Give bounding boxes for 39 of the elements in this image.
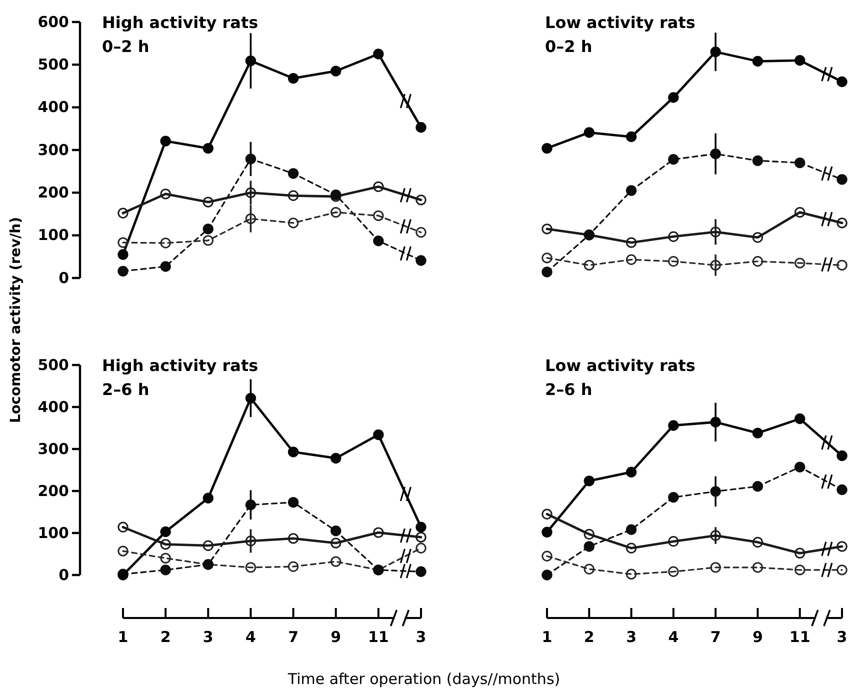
y-tick-label: 100	[38, 226, 69, 244]
text: 0–2 h	[102, 37, 150, 56]
text: 2–6 h	[102, 380, 150, 399]
x-tick-label: 3	[416, 628, 426, 646]
y-tick-label: 500	[38, 356, 69, 374]
y-tick-label: 600	[38, 12, 69, 31]
x-tick-label: 7	[288, 628, 299, 646]
x-tick-label: 3	[836, 628, 848, 646]
y-tick-label: 400	[38, 398, 69, 416]
y-tick-label: 200	[38, 183, 69, 202]
y-tick-label: 100	[38, 524, 69, 542]
x-tick-label: 1	[118, 628, 128, 646]
text: 0–2 h	[545, 37, 592, 56]
x-tick-label: 2	[584, 628, 594, 646]
text: 2–6 h	[545, 380, 592, 399]
x-tick-label: 7	[710, 628, 721, 646]
x-tick-label: 11	[368, 628, 389, 646]
x-tick-label: 11	[789, 628, 810, 646]
x-tick-label: 3	[202, 628, 214, 646]
chart-title: Low activity rats	[545, 13, 696, 32]
x-axis-title: Time after operation (days//months)	[286, 670, 560, 688]
x-tick-label: 3	[626, 628, 637, 646]
y-tick-label: 300	[38, 440, 69, 458]
x-tick-label: 1	[542, 628, 552, 646]
chart-title: High activity rats	[102, 13, 258, 32]
x-tick-label: 9	[330, 628, 342, 646]
y-axis-title: Locomotor activity (rev/h)	[8, 216, 24, 424]
y-tick-label: 200	[38, 482, 69, 500]
y-tick-label: 0	[58, 566, 69, 584]
y-tick-label: 300	[38, 140, 69, 159]
chart-title: High activity rats	[102, 356, 258, 375]
x-tick-label: 4	[245, 628, 256, 646]
x-tick-label: 4	[668, 628, 679, 646]
y-tick-label: 400	[38, 98, 69, 116]
x-tick-label: 2	[160, 628, 171, 646]
x-tick-label: 9	[752, 628, 763, 646]
y-tick-label: 500	[38, 55, 69, 74]
chart-title: Low activity rats	[545, 356, 696, 375]
y-tick-label: 0	[58, 268, 69, 287]
